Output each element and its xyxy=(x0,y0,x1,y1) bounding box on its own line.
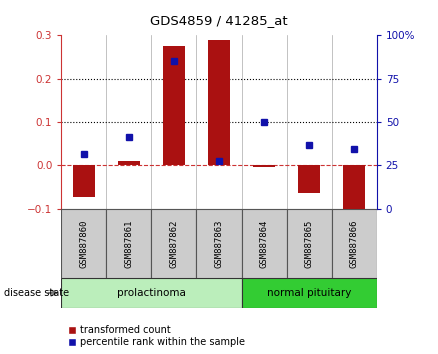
Bar xyxy=(106,209,152,278)
Text: GSM887863: GSM887863 xyxy=(215,219,223,268)
Legend: transformed count, percentile rank within the sample: transformed count, percentile rank withi… xyxy=(66,323,247,349)
Text: GSM887865: GSM887865 xyxy=(304,219,314,268)
Bar xyxy=(241,278,377,308)
Bar xyxy=(241,209,286,278)
Text: GSM887866: GSM887866 xyxy=(350,219,359,268)
Bar xyxy=(152,209,197,278)
Bar xyxy=(332,209,377,278)
Bar xyxy=(298,166,320,193)
Text: GSM887860: GSM887860 xyxy=(79,219,88,268)
Bar xyxy=(343,166,365,217)
Bar xyxy=(197,209,241,278)
Text: prolactinoma: prolactinoma xyxy=(117,288,186,298)
Text: disease state: disease state xyxy=(4,288,70,298)
Text: normal pituitary: normal pituitary xyxy=(267,288,351,298)
Text: GSM887862: GSM887862 xyxy=(170,219,178,268)
Text: GSM887861: GSM887861 xyxy=(124,219,134,268)
Bar xyxy=(208,40,230,166)
Bar xyxy=(61,278,241,308)
Bar xyxy=(253,166,276,167)
Bar xyxy=(286,209,332,278)
Text: GDS4859 / 41285_at: GDS4859 / 41285_at xyxy=(150,14,288,27)
Bar xyxy=(118,161,140,166)
Bar xyxy=(73,166,95,197)
Text: GSM887864: GSM887864 xyxy=(260,219,268,268)
Bar xyxy=(162,46,185,166)
Bar xyxy=(61,209,106,278)
